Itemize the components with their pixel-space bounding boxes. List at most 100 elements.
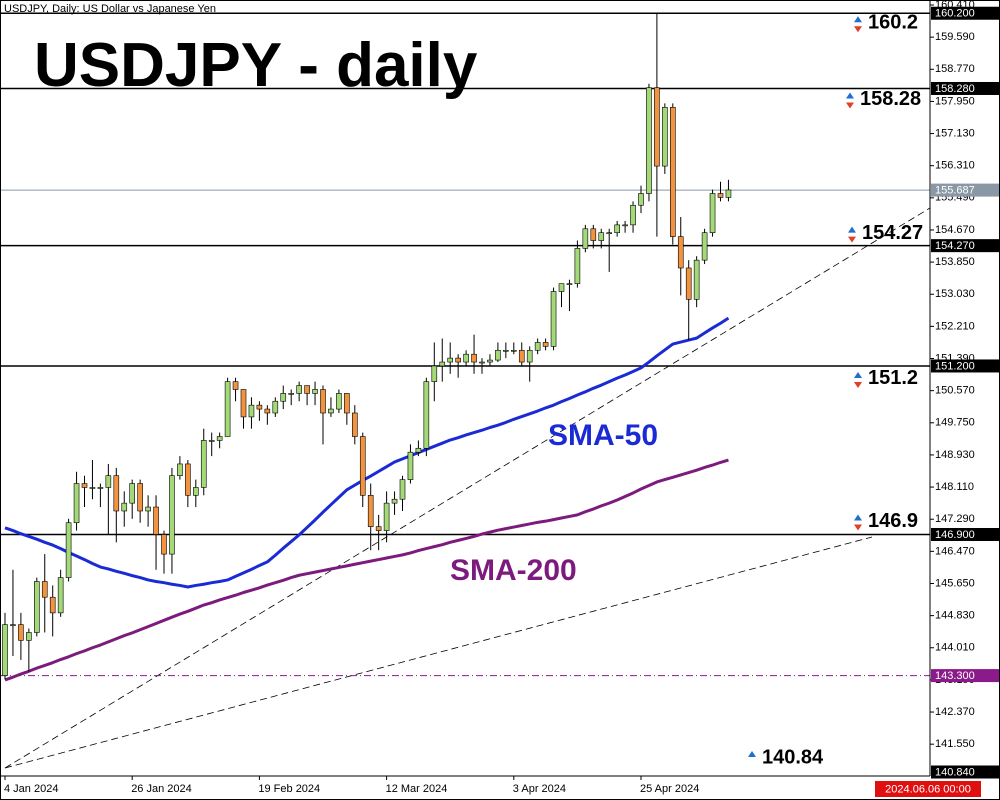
y-tick-label: 148.930 (935, 449, 975, 461)
arrow-up (854, 371, 862, 378)
candle-body (280, 393, 287, 402)
candle-body (304, 385, 310, 394)
level-note: 160.2 (868, 12, 918, 34)
y-tick-label: 153.850 (935, 256, 975, 268)
y-tick-label: 145.650 (935, 577, 975, 589)
level-label: 155.687 (935, 185, 975, 197)
x-tick-label: 25 Apr 2024 (640, 783, 699, 795)
trend-line (4, 207, 931, 769)
candle-body (344, 393, 350, 414)
candle-body (526, 349, 533, 363)
candle-body (113, 475, 120, 512)
candle-body (471, 353, 477, 363)
candle-body (320, 389, 326, 414)
candle-body (479, 361, 485, 364)
candle-body (693, 259, 700, 300)
candle-body (542, 342, 549, 347)
level-label: 140.840 (935, 766, 975, 778)
candle-body (89, 487, 96, 489)
candle-body (518, 349, 525, 363)
y-tick-label: 141.550 (935, 738, 975, 750)
candle-body (105, 475, 112, 488)
level-note: 140.84 (762, 746, 824, 768)
candle-body (336, 393, 342, 410)
x-tick-label: 26 Jan 2024 (131, 783, 192, 795)
y-tick-label: 150.570 (935, 385, 975, 397)
level-note: 151.2 (868, 367, 918, 389)
level-note: 158.28 (860, 88, 921, 110)
candle-body (423, 381, 430, 449)
candle-body (399, 479, 406, 500)
candle-body (296, 385, 302, 394)
y-tick-label: 157.950 (935, 95, 975, 107)
candle-body (224, 381, 231, 437)
candle-body (65, 522, 72, 578)
sma-label: SMA-50 (548, 419, 658, 452)
arrow-up (748, 751, 756, 757)
candle-body (614, 224, 620, 234)
candle-body (153, 506, 159, 535)
x-tick-label: 3 Apr 2024 (513, 783, 566, 795)
candle-body (566, 283, 573, 285)
candle-body (49, 596, 56, 614)
candle-body (193, 487, 199, 496)
level-label: 160.200 (935, 8, 975, 20)
candle-body (272, 400, 279, 414)
sma-line (4, 316, 730, 589)
arrow-down (848, 236, 856, 243)
candle-body (717, 193, 724, 198)
candle-body (264, 408, 271, 414)
candle-body (248, 404, 255, 418)
candle-body (121, 502, 128, 512)
candle-body (463, 353, 469, 363)
candle-body (18, 624, 24, 641)
arrow-up (854, 16, 862, 23)
axis: 141.550142.370143.190144.010144.830145.6… (4, 0, 999, 795)
candle-body (654, 87, 660, 167)
arrow-up (848, 226, 856, 233)
candle-body (129, 483, 135, 504)
sma-line (4, 458, 729, 682)
candle-body (312, 389, 318, 394)
candle-body (638, 193, 644, 206)
candle-body (447, 357, 454, 363)
candle-body (33, 581, 40, 633)
candle-body (288, 393, 295, 395)
y-tick-label: 146.470 (935, 545, 975, 557)
level-box (931, 6, 999, 20)
candle-body (439, 361, 446, 367)
level-label: 143.300 (935, 670, 975, 682)
x-tick-label: 12 Mar 2024 (386, 783, 448, 795)
candle-body (622, 224, 628, 227)
candle-body (256, 404, 263, 410)
candle-body (41, 581, 48, 598)
candle-body (503, 349, 509, 352)
candle-body (359, 436, 366, 496)
arrow-up (854, 514, 862, 521)
candle-body (558, 283, 565, 292)
candle-body (431, 365, 438, 382)
trend-line (4, 536, 873, 769)
candle-body (725, 189, 732, 198)
y-tick-label: 160.410 (935, 0, 975, 11)
candle-body (662, 106, 668, 167)
candle-body (2, 624, 8, 676)
y-tick-label: 158.770 (935, 63, 975, 75)
candle-body (216, 436, 223, 441)
arrow-down (854, 524, 862, 531)
candle-body (415, 447, 422, 453)
candle-body (407, 451, 414, 480)
arrow-up (846, 92, 854, 99)
level-box (931, 765, 999, 779)
candle-body (495, 349, 501, 361)
level-box (931, 527, 999, 541)
level-box (931, 239, 999, 253)
candle-body (669, 106, 676, 237)
candle-body (328, 408, 334, 414)
candle-body (137, 483, 143, 512)
candle-body (185, 463, 191, 496)
y-tick-label: 149.750 (935, 417, 975, 429)
candle-body (240, 389, 247, 418)
candle-body (81, 483, 88, 488)
